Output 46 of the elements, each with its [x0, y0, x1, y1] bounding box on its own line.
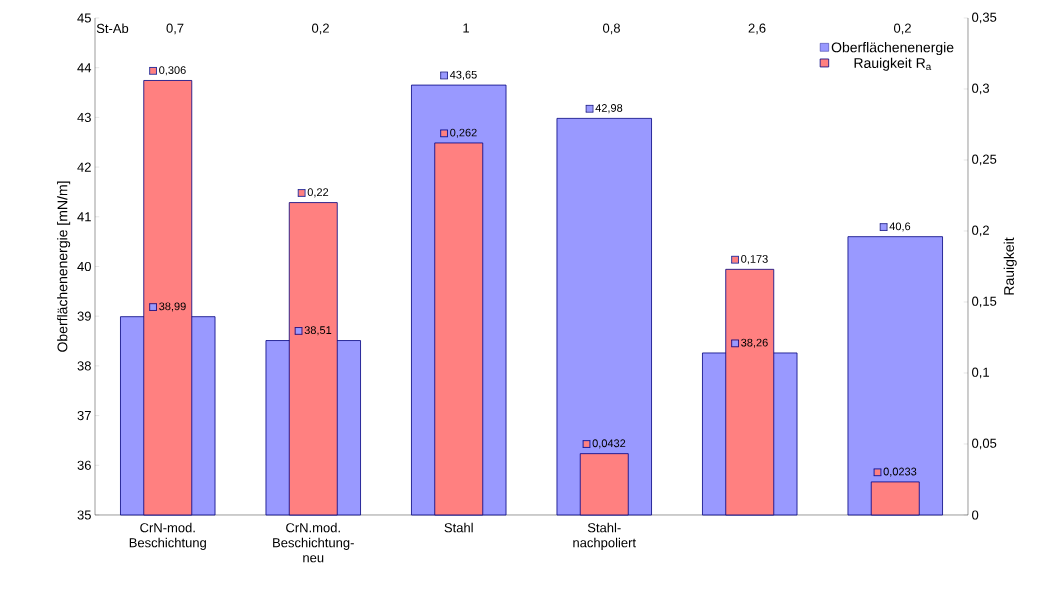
data-label: 38,51 [304, 326, 332, 336]
data-label: 43,65 [449, 70, 477, 80]
y2-axis-title: Rauigkeit [1003, 237, 1017, 295]
annotation: 1 [463, 23, 470, 33]
y-tick-label: 41 [77, 212, 91, 222]
y-tick-label: 35 [77, 510, 91, 520]
y2-tick-label: 0,3 [972, 83, 990, 95]
legend-label: Oberflächenenergie [831, 42, 954, 56]
data-label: 40,6 [889, 222, 911, 232]
y-tick-label: 44 [77, 63, 92, 73]
x-tick-label: CrN.mod. Beschichtung-neu [273, 522, 354, 563]
y2-tick-label: 0,25 [972, 154, 997, 166]
legend-label: Rauigkeit R$_{a}$ [854, 57, 932, 71]
y-tick-label: 36 [77, 460, 91, 470]
y2-tick-label: 0,1 [972, 367, 989, 379]
data-label: 0,173 [741, 255, 768, 265]
y-tick-label: 39 [77, 311, 91, 321]
x-tick-label: CrN-mod. Beschichtung [129, 522, 206, 550]
data-label: 0,306 [159, 66, 186, 76]
y2-tick-label: 0,15 [972, 296, 997, 308]
annotation: 0,8 [602, 23, 620, 35]
y-axis-title: Oberflächenenergie [mN/m] [57, 181, 71, 352]
y-tick-label: 40 [77, 261, 91, 272]
data-label: 38,26 [741, 338, 768, 348]
annotation: 0,2 [893, 23, 911, 35]
y2-tick-label: 0,05 [972, 438, 997, 450]
y-tick-label: 38 [77, 361, 91, 371]
data-label: 0,22 [307, 188, 329, 198]
data-label: 42,98 [595, 104, 623, 114]
annotation: 0,7 [166, 23, 184, 35]
data-label: 0,0432 [592, 439, 626, 449]
y2-tick-label: 0,35 [972, 12, 997, 24]
y2-tick-label: 0 [972, 510, 979, 520]
data-label: 0,262 [450, 128, 477, 138]
annotation: St-Ab [96, 23, 129, 34]
y-tick-label: 45 [77, 13, 91, 23]
y-tick-label: 37 [77, 410, 91, 421]
y-tick-label: 42 [77, 162, 91, 172]
y2-tick-label: 0,2 [972, 225, 989, 237]
data-label: 38,99 [159, 302, 186, 312]
y-tick-label: 43 [77, 112, 91, 122]
annotation: 0,2 [312, 23, 329, 35]
data-label: 0,0233 [883, 467, 917, 477]
x-tick-label: Stahl-nachpoliert [573, 522, 636, 550]
annotation: 2,6 [748, 23, 766, 35]
x-tick-label: Stahl [444, 522, 473, 533]
